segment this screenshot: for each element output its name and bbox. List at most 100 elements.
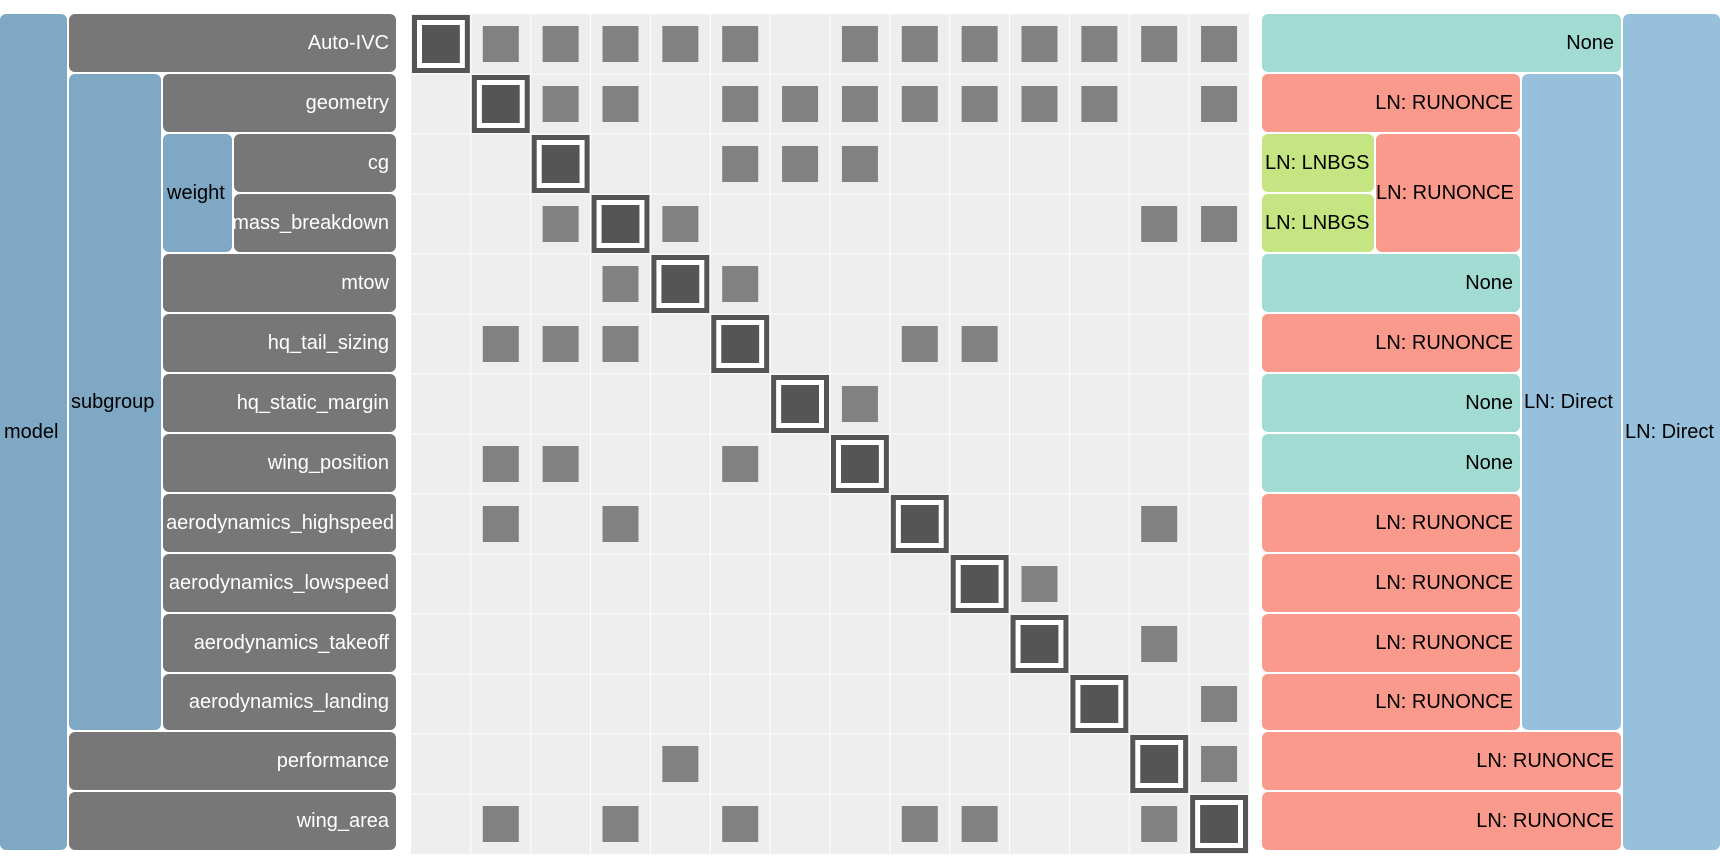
connection-cell[interactable] xyxy=(841,386,878,422)
model-group[interactable]: model xyxy=(0,14,67,850)
solver-label: None xyxy=(1465,271,1513,294)
subgroup-group[interactable]: subgroup xyxy=(69,74,161,730)
solver-model[interactable]: LN: Direct xyxy=(1623,14,1720,850)
connection-cell[interactable] xyxy=(841,146,878,182)
solver-mass-breakdown[interactable]: LN: LNBGS xyxy=(1262,194,1374,252)
system-mass-breakdown[interactable]: mass_breakdown xyxy=(234,194,396,252)
diagonal-cell-core xyxy=(841,445,879,483)
connection-cell[interactable] xyxy=(961,326,998,362)
connection-cell[interactable] xyxy=(841,26,878,62)
system-cg[interactable]: cg xyxy=(234,134,396,192)
weight-group[interactable]: weight xyxy=(163,134,232,252)
system-aerodynamics-landing[interactable]: aerodynamics_landing xyxy=(163,674,396,730)
solver-geometry[interactable]: LN: RUNONCE xyxy=(1262,74,1520,132)
connection-cell[interactable] xyxy=(1201,686,1238,722)
connection-cell[interactable] xyxy=(901,86,938,122)
system-aerodynamics-lowspeed[interactable]: aerodynamics_lowspeed xyxy=(163,554,396,612)
connection-cell[interactable] xyxy=(542,206,579,242)
connection-cell[interactable] xyxy=(1141,206,1178,242)
solver-aerodynamics-landing[interactable]: LN: RUNONCE xyxy=(1262,674,1520,730)
connection-cell[interactable] xyxy=(722,266,759,302)
connection-cell[interactable] xyxy=(961,86,998,122)
connection-cell[interactable] xyxy=(1141,506,1178,542)
connection-cell[interactable] xyxy=(482,506,519,542)
connection-cell[interactable] xyxy=(662,26,699,62)
connection-cell[interactable] xyxy=(602,26,639,62)
connection-cell[interactable] xyxy=(542,326,579,362)
connection-cell[interactable] xyxy=(722,26,759,62)
connection-cell[interactable] xyxy=(542,446,579,482)
connection-cell[interactable] xyxy=(1141,26,1178,62)
system-hq-tail-sizing[interactable]: hq_tail_sizing xyxy=(163,314,396,372)
system-aerodynamics-takeoff[interactable]: aerodynamics_takeoff xyxy=(163,614,396,672)
connection-cell[interactable] xyxy=(1201,746,1238,782)
connection-cell[interactable] xyxy=(1201,86,1238,122)
system-wing-area[interactable]: wing_area xyxy=(69,792,396,850)
solver-subgroup[interactable]: LN: Direct xyxy=(1522,74,1621,730)
solver-wing-position[interactable]: None xyxy=(1262,434,1520,492)
connection-cell[interactable] xyxy=(782,86,819,122)
connection-cell[interactable] xyxy=(961,806,998,842)
connection-cell[interactable] xyxy=(901,806,938,842)
system-hq-static-margin[interactable]: hq_static_margin xyxy=(163,374,396,432)
solver-mtow[interactable]: None xyxy=(1262,254,1520,312)
connection-cell[interactable] xyxy=(662,746,699,782)
solver-aerodynamics-lowspeed[interactable]: LN: RUNONCE xyxy=(1262,554,1520,612)
connection-cell[interactable] xyxy=(482,446,519,482)
solver-performance[interactable]: LN: RUNONCE xyxy=(1262,732,1621,790)
solver-aerodynamics-takeoff[interactable]: LN: RUNONCE xyxy=(1262,614,1520,672)
connection-cell[interactable] xyxy=(602,86,639,122)
connection-cell[interactable] xyxy=(482,26,519,62)
connection-cell[interactable] xyxy=(1021,566,1058,602)
connection-cell[interactable] xyxy=(1081,26,1118,62)
connection-cell[interactable] xyxy=(722,446,759,482)
connection-cell[interactable] xyxy=(602,326,639,362)
connection-cell[interactable] xyxy=(1081,86,1118,122)
connection-cell[interactable] xyxy=(841,86,878,122)
connection-cell[interactable] xyxy=(602,506,639,542)
diagonal-cell-core xyxy=(1080,685,1119,723)
connection-cell[interactable] xyxy=(482,326,519,362)
connection-cell[interactable] xyxy=(782,146,819,182)
connection-cell[interactable] xyxy=(961,26,998,62)
system-auto-ivc[interactable]: Auto-IVC xyxy=(69,14,396,72)
connection-cell[interactable] xyxy=(602,266,639,302)
solver-aerodynamics-highspeed[interactable]: LN: RUNONCE xyxy=(1262,494,1520,552)
system-performance[interactable]: performance xyxy=(69,732,396,790)
solver-hq-static-margin[interactable]: None xyxy=(1262,374,1520,432)
connection-cell[interactable] xyxy=(542,26,579,62)
solver-label: LN: RUNONCE xyxy=(1375,631,1513,654)
solver-wing-area[interactable]: LN: RUNONCE xyxy=(1262,792,1621,850)
system-label: Auto-IVC xyxy=(307,31,389,54)
system-mtow[interactable]: mtow xyxy=(163,254,396,312)
connection-cell[interactable] xyxy=(482,806,519,842)
connection-cell[interactable] xyxy=(722,806,759,842)
connection-cell[interactable] xyxy=(602,806,639,842)
connection-cell[interactable] xyxy=(1021,86,1058,122)
connection-cell[interactable] xyxy=(662,206,699,242)
connection-cell[interactable] xyxy=(722,86,759,122)
system-label: aerodynamics_lowspeed xyxy=(168,571,389,594)
weight-label: weight xyxy=(167,181,225,204)
connection-cell[interactable] xyxy=(542,86,579,122)
connection-cell[interactable] xyxy=(722,146,759,182)
connection-cell[interactable] xyxy=(1141,806,1178,842)
diagonal-cell-core xyxy=(960,565,999,603)
solver-label: None xyxy=(1566,31,1614,54)
diagonal-cell-core xyxy=(1020,625,1059,663)
system-aerodynamics-highspeed[interactable]: aerodynamics_highspeed xyxy=(163,494,396,552)
connection-cell[interactable] xyxy=(1021,26,1058,62)
system-label: performance xyxy=(276,749,389,772)
solver-auto-ivc[interactable]: None xyxy=(1262,14,1621,72)
diagonal-cell-core xyxy=(1200,805,1238,843)
connection-cell[interactable] xyxy=(901,26,938,62)
connection-cell[interactable] xyxy=(1201,206,1238,242)
system-geometry[interactable]: geometry xyxy=(163,74,396,132)
connection-cell[interactable] xyxy=(901,326,938,362)
system-wing-position[interactable]: wing_position xyxy=(163,434,396,492)
connection-cell[interactable] xyxy=(1201,26,1238,62)
solver-weight[interactable]: LN: RUNONCE xyxy=(1376,134,1520,252)
solver-cg[interactable]: LN: LNBGS xyxy=(1262,134,1374,192)
connection-cell[interactable] xyxy=(1141,626,1178,662)
solver-hq-tail-sizing[interactable]: LN: RUNONCE xyxy=(1262,314,1520,372)
